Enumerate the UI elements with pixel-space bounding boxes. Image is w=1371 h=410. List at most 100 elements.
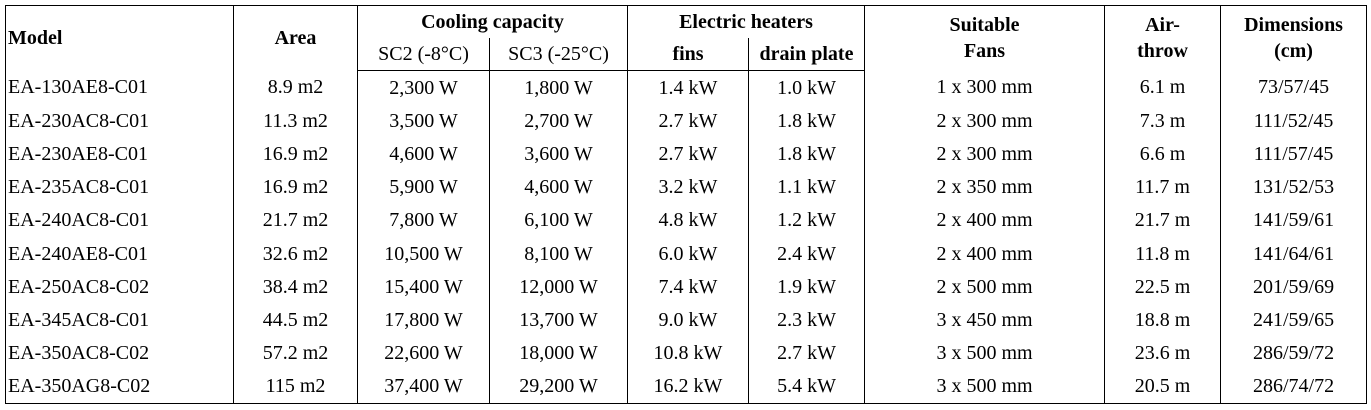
table-cell: 37,400 W [357, 369, 490, 404]
header-area: Area [233, 5, 358, 71]
table-cell: 1,800 W [489, 70, 628, 105]
table-row: EA-235AC8-C01 16.9 m2 5,900 W 4,600 W 3.2 kW… [5, 170, 1368, 204]
table-cell: 3 x 500 mm [864, 336, 1106, 370]
table-cell: 2 x 350 mm [864, 170, 1106, 204]
header-air-throw: Air- throw [1104, 5, 1222, 71]
table-cell: 15,400 W [357, 270, 490, 304]
table-cell: 111/52/45 [1220, 104, 1368, 138]
table-cell: 201/59/69 [1220, 270, 1368, 304]
table-cell: 1 x 300 mm [864, 70, 1106, 105]
table-row: EA-345AC8-C01 44.5 m2 17,800 W 13,700 W 9.0 … [5, 303, 1368, 337]
table-cell: 7.3 m [1104, 104, 1222, 138]
table-cell: 3.2 kW [627, 170, 749, 204]
table-cell: 57.2 m2 [233, 336, 358, 370]
header-line: Air- [1145, 14, 1180, 37]
table-cell: 32.6 m2 [233, 236, 358, 271]
model-cell: EA-130AE8-C01 [5, 70, 234, 105]
table-cell: 3 x 450 mm [864, 303, 1106, 337]
table-cell: 9.0 kW [627, 303, 749, 337]
table-cell: 2,300 W [357, 70, 490, 105]
header-sc3: SC3 (-25°C) [489, 38, 628, 71]
table-cell: 18,000 W [489, 336, 628, 370]
header-electric-heaters: Electric heaters [626, 5, 866, 38]
table-cell: 10,500 W [357, 236, 490, 271]
table-cell: 3 x 500 mm [864, 369, 1106, 404]
header-dimensions: Dimensions (cm) [1220, 5, 1368, 71]
table-cell: 1.8 kW [747, 137, 866, 171]
table-row: EA-250AC8-C02 38.4 m2 15,400 W 12,000 W 7.4 … [5, 270, 1368, 304]
header-drain-plate: drain plate [747, 38, 866, 71]
table-cell: 21.7 m2 [233, 203, 358, 237]
table-cell: 13,700 W [489, 303, 628, 337]
spec-table: Model Area Cooling capacity Electric hea… [5, 5, 1368, 404]
table-cell: 16.9 m2 [233, 170, 358, 204]
table-cell: 3,600 W [489, 137, 628, 171]
table-cell: 131/52/53 [1220, 170, 1368, 204]
model-cell: EA-240AE8-C01 [5, 236, 234, 271]
table-cell: 20.5 m [1104, 369, 1222, 404]
header-cooling-capacity: Cooling capacity [357, 5, 628, 38]
table-cell: 7,800 W [357, 203, 490, 237]
table-cell: 2.7 kW [627, 104, 749, 138]
model-cell: EA-230AE8-C01 [5, 137, 234, 171]
model-cell: EA-345AC8-C01 [5, 303, 234, 337]
table-cell: 21.7 m [1104, 203, 1222, 237]
table-cell: 115 m2 [233, 369, 358, 404]
table-cell: 2 x 300 mm [864, 104, 1106, 138]
table-cell: 2,700 W [489, 104, 628, 138]
table-cell: 2 x 400 mm [864, 203, 1106, 237]
table-cell: 141/64/61 [1220, 236, 1368, 271]
table-cell: 286/74/72 [1220, 369, 1368, 404]
table-cell: 12,000 W [489, 270, 628, 304]
table-cell: 1.1 kW [747, 170, 866, 204]
table-cell: 111/57/45 [1220, 137, 1368, 171]
table-cell: 7.4 kW [627, 270, 749, 304]
table-row: EA-130AE8-C01 8.9 m2 2,300 W 1,800 W 1.4 kW 1… [5, 70, 1368, 105]
table-cell: 44.5 m2 [233, 303, 358, 337]
table-row: EA-350AC8-C02 57.2 m2 22,600 W 18,000 W 10.8… [5, 336, 1368, 370]
table-cell: 4,600 W [489, 170, 628, 204]
table-cell: 6.1 m [1104, 70, 1222, 105]
table-row: EA-350AG8-C02 115 m2 37,400 W 29,200 W 16.2 … [5, 369, 1368, 404]
table-cell: 286/59/72 [1220, 336, 1368, 370]
table-cell: 18.8 m [1104, 303, 1222, 337]
header-line: Fans [963, 40, 1006, 63]
table-cell: 4.8 kW [627, 203, 749, 237]
header-sc2: SC2 (-8°C) [357, 38, 490, 71]
table-cell: 17,800 W [357, 303, 490, 337]
table-cell: 3,500 W [357, 104, 490, 138]
table-cell: 241/59/65 [1220, 303, 1368, 337]
table-cell: 11.3 m2 [233, 104, 358, 138]
table-cell: 11.8 m [1104, 236, 1222, 271]
header-line: Dimensions [1244, 14, 1343, 37]
table-cell: 4,600 W [357, 137, 490, 171]
model-cell: EA-240AC8-C01 [5, 203, 234, 237]
table-body: EA-130AE8-C01 8.9 m2 2,300 W 1,800 W 1.4 kW 1… [5, 70, 1368, 404]
table-cell: 2 x 300 mm [864, 137, 1106, 171]
table-cell: 16.9 m2 [233, 137, 358, 171]
table-cell: 6.0 kW [627, 236, 749, 271]
header-line: Suitable [949, 14, 1020, 37]
header-line: throw [1137, 40, 1188, 63]
table-cell: 22,600 W [357, 336, 490, 370]
table-cell: 1.2 kW [747, 203, 866, 237]
header-model: Model [5, 5, 234, 71]
table-row: EA-240AC8-C01 21.7 m2 7,800 W 6,100 W 4.8 kW… [5, 203, 1368, 237]
table-cell: 6,100 W [489, 203, 628, 237]
table-cell: 8,100 W [489, 236, 628, 271]
table-cell: 1.8 kW [747, 104, 866, 138]
table-cell: 1.4 kW [627, 70, 749, 105]
table-cell: 29,200 W [489, 369, 628, 404]
header-suitable-fans: Suitable Fans [864, 5, 1106, 71]
table-cell: 8.9 m2 [233, 70, 358, 105]
table-header: Model Area Cooling capacity Electric hea… [5, 5, 1368, 71]
table-cell: 16.2 kW [627, 369, 749, 404]
table-cell: 2 x 500 mm [864, 270, 1106, 304]
table-cell: 10.8 kW [627, 336, 749, 370]
header-fins: fins [627, 38, 749, 71]
model-cell: EA-235AC8-C01 [5, 170, 234, 204]
table-cell: 22.5 m [1104, 270, 1222, 304]
table-cell: 2 x 400 mm [864, 236, 1106, 271]
header-line: (cm) [1274, 40, 1313, 63]
